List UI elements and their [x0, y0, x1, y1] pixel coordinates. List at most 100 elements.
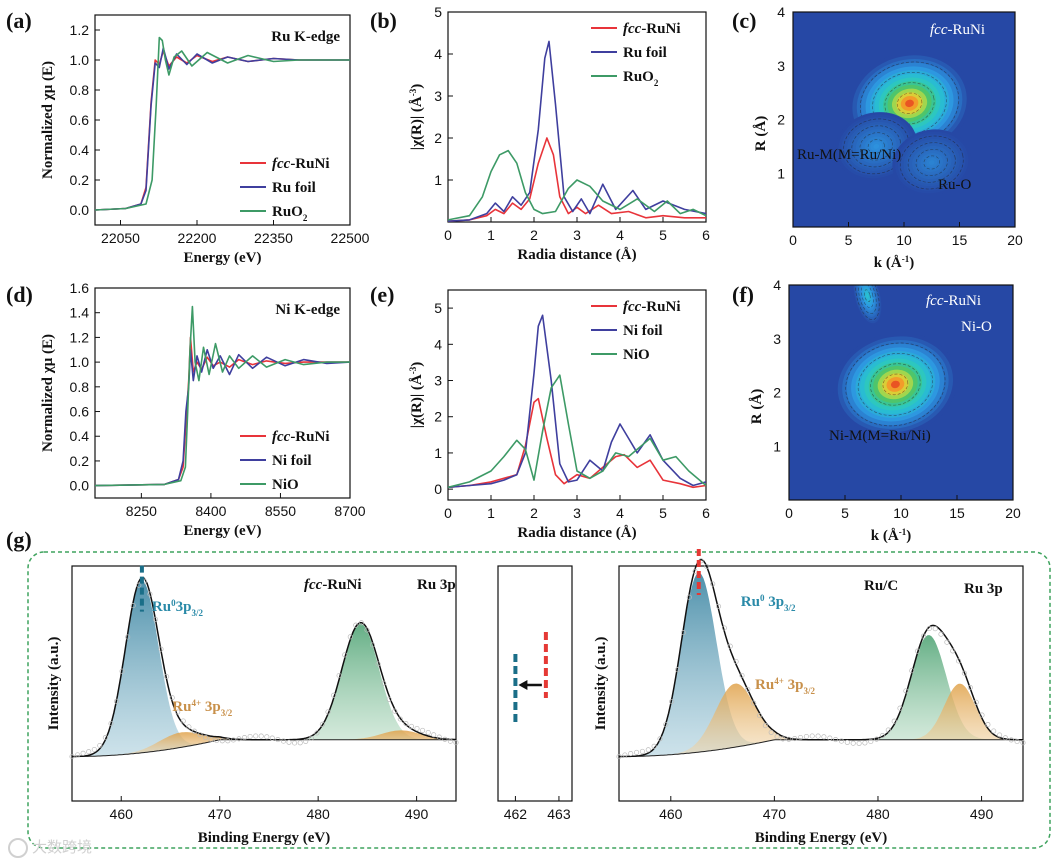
raw-data-point-g1 — [331, 692, 337, 698]
y-axis-label-e-part: ) — [409, 362, 425, 367]
heatmap-contour-c — [851, 125, 902, 168]
raw-data-point-g1 — [91, 746, 97, 753]
x-tick-label-c: 15 — [952, 232, 968, 248]
raw-data-point-g3 — [879, 733, 886, 739]
y-tick-label-d: 1.4 — [70, 305, 90, 321]
raw-data-point-g3 — [751, 700, 757, 706]
peak-fill-g1 — [72, 580, 456, 757]
raw-data-point-g1 — [381, 680, 387, 686]
x-tick-label-f: 10 — [893, 505, 909, 521]
x-axis-label-c-part: k (Å — [874, 255, 902, 271]
y-tick-label-a: 1.2 — [70, 22, 90, 38]
raw-data-point-g3 — [997, 732, 1003, 738]
legend-label-d-part: NiO — [272, 477, 299, 493]
y-tick-label-b: 1 — [434, 172, 442, 188]
raw-data-point-g1 — [86, 749, 92, 755]
y-tick-label-a: 0.4 — [70, 142, 90, 158]
raw-data-point-g3 — [885, 727, 891, 733]
y-axis-label-a-part: Normalized χμ (E) — [40, 61, 56, 179]
y-axis-label-f: R (Å) — [749, 389, 765, 424]
raw-data-point-g1 — [253, 733, 259, 739]
raw-data-point-g3 — [991, 728, 997, 734]
y-tick-label-a: 0.6 — [70, 112, 90, 128]
peak-label-ru0-g3-part: Ru — [741, 594, 760, 610]
raw-data-point-g1 — [169, 695, 175, 701]
heatmap-contour-f — [845, 342, 946, 427]
x-tick-label-g1: 490 — [405, 806, 429, 822]
y-tick-label-f: 2 — [773, 385, 781, 401]
raw-data-point-g3 — [1014, 738, 1020, 745]
raw-data-point-g3 — [628, 751, 634, 757]
peak-fill-g3 — [619, 683, 1023, 757]
plot-frame-g1 — [71, 565, 457, 802]
legend-label-e-part: fcc — [623, 299, 642, 315]
raw-data-point-g1 — [308, 735, 314, 741]
x-tick-label-g3: 460 — [659, 806, 683, 822]
heatmap-contour-c — [859, 132, 893, 161]
x-tick-label-c: 0 — [789, 232, 797, 248]
series-line-b-red — [448, 137, 706, 222]
raw-data-point-g1 — [236, 736, 242, 742]
heatmap-level-c — [928, 160, 935, 165]
raw-data-point-g1 — [397, 716, 403, 722]
raw-data-point-g1 — [314, 730, 320, 736]
legend-label-b-part: fcc — [623, 21, 642, 37]
raw-data-point-g3 — [809, 733, 815, 739]
x-axis-label-f-part: k (Å — [871, 528, 899, 544]
inset-label-c: Ru-M(M=Ru/Ni) — [797, 147, 901, 163]
x-tick-label-b: 1 — [487, 227, 495, 243]
plot-frame-b — [447, 11, 707, 223]
x-axis-label-g3: Binding Energy (eV) — [755, 830, 888, 846]
y-axis-label-b-part: -3 — [408, 88, 418, 96]
x-tick-label-b: 5 — [659, 227, 667, 243]
chart-g2: 462 463 — [497, 565, 573, 822]
peak-label-ru0-g1-part: 0 — [171, 598, 176, 608]
x-tick-label-d: 8400 — [195, 503, 226, 519]
x-tick-label-g3: 470 — [763, 806, 787, 822]
legend-label-a-part: 2 — [303, 213, 308, 223]
legend-label-a: RuO2 — [272, 204, 308, 223]
panel-label-e: (e) — [370, 282, 394, 307]
raw-data-point-g3 — [932, 626, 938, 632]
fit-envelope-g1 — [72, 576, 456, 758]
y-tick-label-f: 1 — [773, 438, 781, 454]
series-line-e-green — [448, 374, 706, 489]
panel-g-frame — [27, 551, 1051, 849]
raw-data-point-g3 — [874, 736, 880, 742]
raw-data-point-g3 — [710, 581, 716, 587]
watermark-logo-icon — [8, 837, 28, 858]
inset-label-g3: Ru/C — [864, 578, 898, 594]
raw-data-point-g1 — [247, 733, 253, 740]
raw-data-point-g3 — [973, 699, 979, 705]
raw-data-point-g3 — [657, 736, 663, 742]
chart-g3: 460 470 480 490 Binding Energy (eV) Intensity… — [593, 548, 1026, 846]
heatmap-blobs-f — [833, 285, 958, 437]
y-tick-label-e: 0 — [434, 481, 442, 497]
y-axis-label-b-part: ) — [409, 84, 425, 89]
legend-label-a-part: -RuNi — [290, 156, 329, 172]
raw-data-point-g3 — [897, 705, 903, 711]
inset-label-c: fcc-RuNi — [930, 22, 985, 38]
y-axis-label-a: Normalized χμ (E) — [40, 61, 56, 179]
raw-data-point-g1 — [453, 740, 459, 746]
legend-label-b-part: -RuNi — [641, 21, 680, 37]
raw-data-point-g3 — [821, 734, 827, 740]
peak-fill-g3 — [619, 635, 1023, 757]
peak-label-ru4-g3-part: Ru — [755, 677, 774, 693]
raw-data-point-g3 — [938, 631, 944, 637]
x-axis-label-d: Energy (eV) — [184, 523, 262, 539]
legend-label-b-part: RuO — [623, 69, 654, 85]
y-tick-label-e: 1 — [434, 445, 442, 461]
raw-data-point-g3 — [850, 740, 856, 746]
inset-label-c-part: -RuNi — [947, 22, 985, 38]
y-tick-label-e: 5 — [434, 300, 442, 316]
heatmap-contour-c — [896, 92, 923, 115]
inset-label-g1-part: -RuNi — [322, 577, 361, 593]
raw-data-point-g1 — [414, 725, 420, 732]
x-tick-label-g2: 462 — [504, 806, 528, 822]
x-tick-label-d: 8250 — [126, 503, 157, 519]
raw-data-point-g1 — [319, 721, 325, 727]
raw-data-point-g1 — [353, 622, 359, 628]
x-tick-label-f: 5 — [841, 505, 849, 521]
